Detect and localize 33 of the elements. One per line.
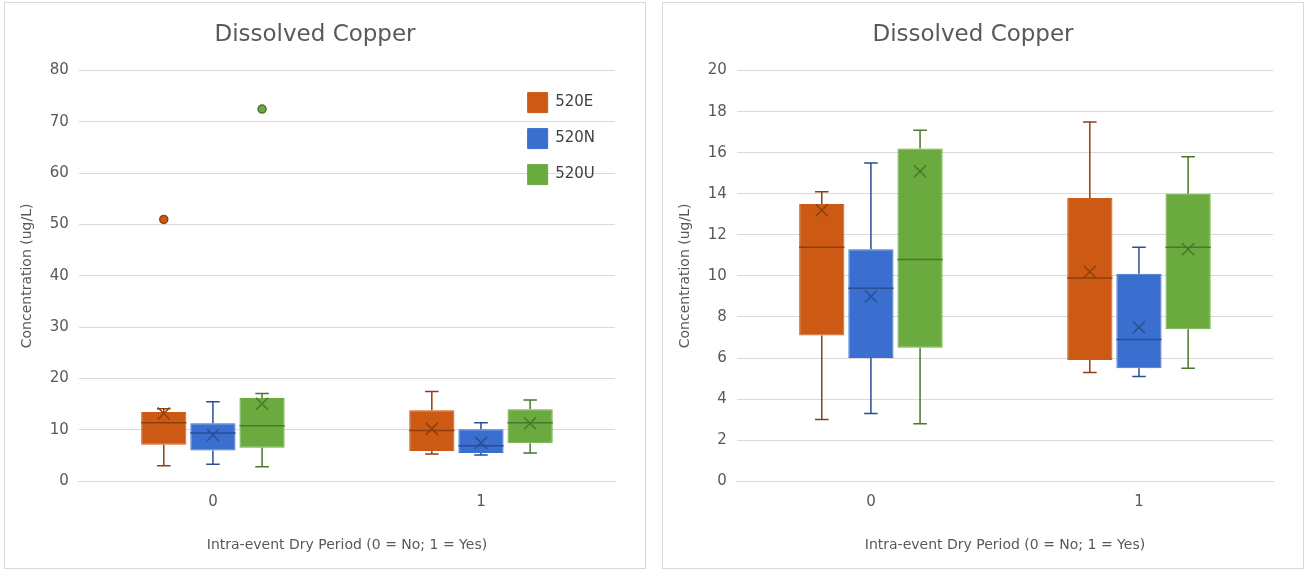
y-tick-label: 10 bbox=[49, 419, 69, 438]
y-axis-title: Concentration (ug/L) bbox=[676, 203, 693, 349]
y-tick-label: 8 bbox=[717, 306, 727, 325]
x-tick-label: 0 bbox=[208, 492, 218, 511]
y-tick-label: 14 bbox=[707, 183, 727, 202]
x-axis-title: Intra-event Dry Period (0 = No; 1 = Yes) bbox=[206, 536, 488, 553]
y-tick-label: 16 bbox=[707, 142, 727, 161]
x-tick-label: 1 bbox=[476, 492, 486, 511]
y-tick-label: 50 bbox=[49, 214, 69, 233]
y-tick-label: 20 bbox=[49, 368, 69, 387]
y-tick-label: 0 bbox=[59, 471, 69, 490]
y-tick-label: 2 bbox=[717, 430, 727, 449]
y-tick-label: 40 bbox=[49, 265, 69, 284]
y-tick-label: 0 bbox=[717, 471, 727, 490]
legend-label: 520U bbox=[555, 164, 595, 183]
legend-label: 520N bbox=[555, 128, 596, 147]
y-tick-label: 10 bbox=[707, 265, 727, 284]
y-axis-title: Concentration (ug/L) bbox=[18, 203, 35, 349]
y-tick-label: 20 bbox=[707, 60, 727, 79]
x-tick-label: 0 bbox=[866, 492, 876, 511]
legend-label: 520E bbox=[555, 92, 594, 111]
y-tick-label: 12 bbox=[707, 224, 727, 243]
y-tick-label: 80 bbox=[49, 60, 69, 79]
y-tick-label: 18 bbox=[707, 101, 727, 120]
y-tick-label: 6 bbox=[717, 347, 727, 366]
y-tick-label: 60 bbox=[49, 163, 69, 182]
x-axis-title: Intra-event Dry Period (0 = No; 1 = Yes) bbox=[864, 536, 1146, 553]
x-tick-label: 1 bbox=[1134, 492, 1144, 511]
y-tick-label: 70 bbox=[49, 111, 69, 130]
y-tick-label: 30 bbox=[49, 317, 69, 336]
y-tick-label: 4 bbox=[717, 388, 727, 407]
chart-title: Dissolved Copper bbox=[214, 19, 417, 46]
chart-title: Dissolved Copper bbox=[872, 19, 1075, 46]
